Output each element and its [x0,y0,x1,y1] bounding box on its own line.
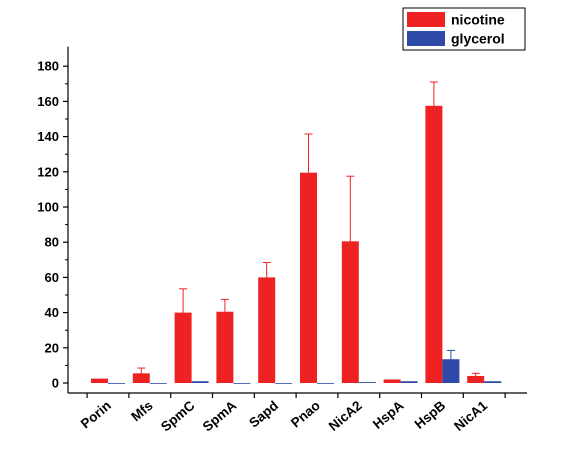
bar-nicotine-Mfs [132,373,150,383]
y-tick-label-0: 0 [52,376,59,391]
bar-nicotine-Sapd [258,277,276,383]
y-tick-label-160: 160 [37,94,59,109]
x-tick-label-HspA: HspA [370,398,407,432]
y-tick-label-60: 60 [45,270,59,285]
bar-glycerol-NicA2 [358,382,376,383]
legend-label-nicotine: nicotine [451,12,505,28]
legend-swatch-nicotine [407,12,445,27]
y-tick-label-140: 140 [37,129,59,144]
bar-glycerol-NicA1 [484,381,502,383]
bar-glycerol-Sapd [275,383,293,384]
plot-area [91,81,502,384]
legend-label-glycerol: glycerol [451,31,505,47]
y-tick-label-100: 100 [37,200,59,215]
x-tick-label-SpmA: SpmA [200,398,240,435]
legend: nicotine glycerol [402,7,526,51]
x-tick-label-Mfs: Mfs [128,398,155,424]
bar-nicotine-NicA2 [341,241,359,383]
x-tick-label-NicA2: NicA2 [326,398,365,434]
bar-glycerol-SpmC [191,381,209,383]
y-tick-label-180: 180 [37,59,59,74]
bar-glycerol-HspA [400,381,418,383]
bar-nicotine-NicA1 [467,375,485,383]
bar-glycerol-Porin [108,383,125,384]
y-tick-label-80: 80 [45,235,59,250]
bar-nicotine-HspB [425,105,443,384]
x-tick-label-Sapd: Sapd [246,398,281,431]
legend-swatch-glycerol [407,31,445,46]
y-tick-label-40: 40 [45,305,59,320]
bar-nicotine-HspA [383,379,401,383]
x-tick-label-Pnao: Pnao [288,398,323,431]
bar-nicotine-SpmA [216,311,234,383]
x-tick-label-NicA1: NicA1 [451,397,490,433]
x-tick-label-HspB: HspB [412,398,449,432]
bar-glycerol-Mfs [149,383,167,384]
x-tick-label-SpmC: SpmC [158,398,198,435]
bar-nicotine-Pnao [300,172,317,383]
y-tick-label-120: 120 [37,164,59,179]
bar-glycerol-HspB [442,359,460,383]
bar-nicotine-SpmC [174,312,192,383]
x-tick-label-Porin: Porin [78,398,114,432]
bar-nicotine-Porin [91,378,108,383]
bar-glycerol-Pnao [317,383,334,384]
bar-glycerol-SpmA [233,383,251,384]
y-tick-label-20: 20 [45,340,59,355]
